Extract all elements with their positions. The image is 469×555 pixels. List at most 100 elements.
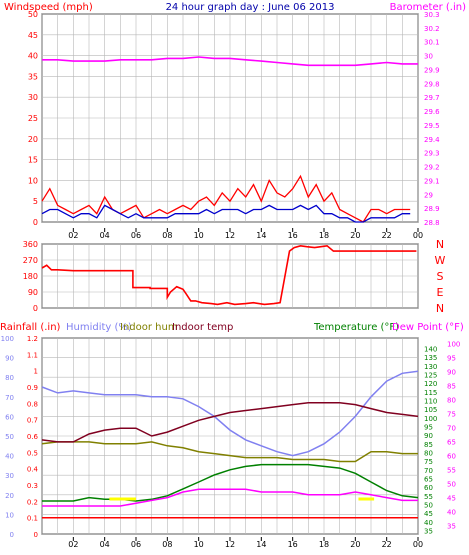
wind-speed-x-tick-label: 10 [194, 231, 204, 240]
barometer-tick-label: 29.7 [424, 94, 440, 102]
barometer-tick-label: 29.9 [424, 66, 440, 74]
temperature-tick-label: 65 [424, 475, 433, 483]
humidity-tick-label: 0 [10, 531, 14, 539]
humidity-temp-x-tick-label: 14 [256, 540, 266, 549]
barometer-tick-label: 29 [424, 191, 433, 199]
direction-tick-label: 90 [28, 288, 38, 297]
barometer-tick-label: 29.1 [424, 177, 440, 185]
dew-point-line [42, 488, 418, 507]
dewpoint-tick-label: 45 [447, 495, 456, 503]
indoor-humidity-line [41, 441, 418, 463]
rainfall-tick-label: 0.4 [27, 466, 39, 474]
humidity-tick-label: 20 [5, 492, 14, 500]
temperature-tick-label: 125 [424, 371, 437, 379]
compass-label: N [436, 238, 444, 251]
barometer-tick-label: 29.4 [424, 136, 440, 144]
dewpoint-tick-label: 95 [447, 355, 456, 363]
barometer-axis-title: Barometer (.in) [390, 2, 466, 13]
dewpoint-tick-label: 60 [447, 453, 456, 461]
barometer-tick-label: 30.1 [424, 39, 440, 47]
legend-label: Dew Point (°F) [392, 322, 464, 333]
windspeed-tick-label: 25 [28, 114, 38, 123]
rainfall-tick-label: 0.2 [27, 498, 38, 506]
wind-speed-x-tick-label: 14 [256, 231, 266, 240]
dewpoint-tick-label: 55 [447, 467, 456, 475]
dewpoint-tick-label: 75 [447, 411, 456, 419]
temperature-tick-label: 55 [424, 493, 433, 501]
rainfall-tick-label: 0.7 [27, 417, 38, 425]
wind-speed-x-tick-label: 04 [100, 231, 110, 240]
humidity-tick-label: 80 [5, 374, 14, 382]
humidity-temperature-panel: Rainfall (.in) Humidity (%)Indoor humIndo… [0, 322, 464, 549]
barometer-tick-label: 29.2 [424, 164, 440, 172]
temperature-tick-label: 60 [424, 484, 433, 492]
dewpoint-tick-label: 50 [447, 481, 456, 489]
legend-label: Humidity (%) [66, 322, 132, 333]
windspeed-tick-label: 40 [28, 52, 38, 61]
humidity-line [41, 370, 419, 457]
dewpoint-tick-label: 85 [447, 383, 456, 391]
wind-direction-line [41, 244, 417, 306]
humidity-tick-label: 100 [1, 335, 14, 343]
humidity-temp-x-tick-label: 12 [225, 540, 235, 549]
humidity-tick-label: 70 [5, 394, 14, 402]
direction-tick-label: 270 [23, 256, 38, 265]
humidity-tick-label: 10 [5, 511, 14, 519]
dewpoint-tick-label: 100 [447, 341, 460, 349]
humidity-tick-label: 40 [5, 453, 14, 461]
dewpoint-tick-label: 90 [447, 369, 456, 377]
humidity-tick-label: 60 [5, 413, 14, 421]
graph-title: 24 hour graph day : June 06 2013 [166, 2, 335, 13]
barometer-tick-label: 30.2 [424, 25, 440, 33]
barometer-tick-label: 28.8 [424, 219, 440, 227]
dewpoint-tick-label: 40 [447, 509, 456, 517]
humidity-temp-x-tick-label: 20 [350, 540, 360, 549]
humidity-temp-x-tick-label: 16 [288, 540, 298, 549]
rainfall-tick-label: 0.8 [27, 400, 38, 408]
direction-tick-label: 180 [23, 272, 38, 281]
temperature-tick-label: 80 [424, 449, 433, 457]
temperature-tick-label: 105 [424, 406, 437, 414]
temperature-tick-label: 130 [424, 363, 437, 371]
humidity-tick-label: 50 [5, 433, 14, 441]
barometer-tick-label: 29.8 [424, 80, 440, 88]
humidity-tick-label: 30 [5, 472, 14, 480]
temperature-tick-label: 45 [424, 510, 433, 518]
dewpoint-tick-label: 70 [447, 425, 456, 433]
humidity-temp-x-tick-label: 06 [131, 540, 141, 549]
rainfall-tick-label: 0.9 [27, 384, 38, 392]
wind-speed-x-tick-label: 20 [350, 231, 360, 240]
rainfall-tick-label: 1.1 [27, 351, 38, 359]
temperature-tick-label: 100 [424, 415, 437, 423]
rainfall-tick-label: 0.6 [27, 433, 39, 441]
compass-label: E [437, 286, 444, 299]
humidity-temp-x-tick-label: 02 [68, 540, 78, 549]
rainfall-tick-label: 0.3 [27, 482, 38, 490]
temperature-tick-label: 35 [424, 528, 433, 536]
temperature-tick-label: 85 [424, 441, 433, 449]
rainfall-tick-label: 1.2 [27, 335, 38, 343]
direction-tick-label: 360 [23, 240, 38, 249]
humidity-temp-x-tick-label: 04 [100, 540, 110, 549]
wind-speed-x-tick-label: 02 [68, 231, 78, 240]
windspeed-tick-label: 35 [28, 72, 38, 81]
direction-tick-label: 0 [33, 304, 38, 313]
humidity-temp-x-tick-label: 18 [319, 540, 329, 549]
rainfall-tick-label: 1 [34, 368, 38, 376]
barometer-tick-label: 30 [424, 53, 433, 61]
temperature-tick-label: 50 [424, 502, 433, 510]
dewpoint-tick-label: 35 [447, 523, 456, 531]
temperature-tick-label: 95 [424, 423, 433, 431]
windspeed-axis-title: Windspeed (mph) [4, 2, 93, 13]
legend-label: Indoor temp [172, 322, 233, 333]
compass-label: S [437, 270, 444, 283]
windspeed-tick-label: 45 [28, 31, 38, 40]
compass-label: N [436, 302, 444, 315]
rainfall-tick-label: 0.1 [27, 515, 38, 523]
wind-barometer-panel: Windspeed (mph) 24 hour graph day : June … [4, 2, 466, 240]
wind-speed-x-tick-label: 18 [319, 231, 329, 240]
wind-speed-x-tick-label: 16 [288, 231, 298, 240]
temperature-tick-label: 135 [424, 354, 437, 362]
